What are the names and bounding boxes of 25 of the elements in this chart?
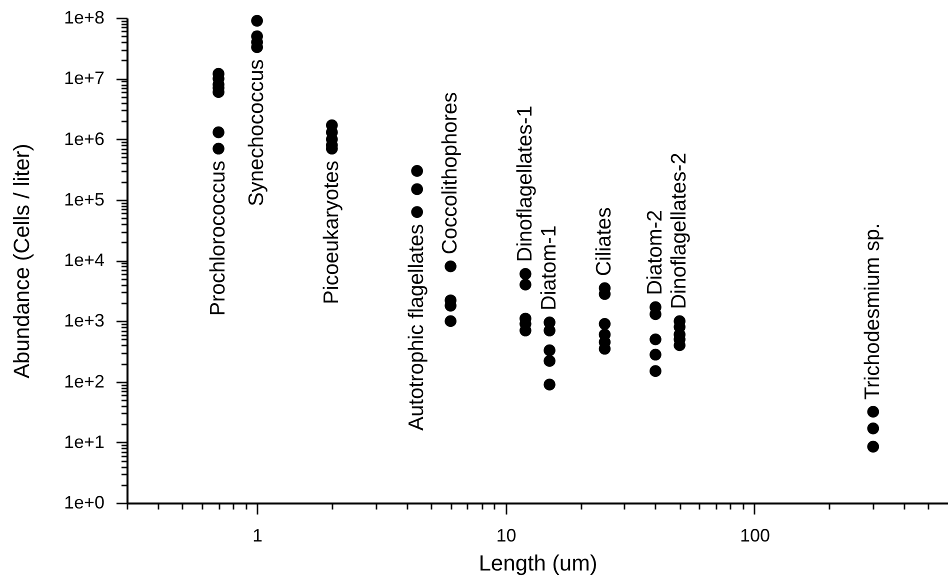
y-tick-label: 1e+0 [64, 492, 104, 512]
y-tick-label: 1e+1 [64, 432, 104, 452]
annotation: Diatom-2 [643, 210, 666, 296]
x-tick-label: 1 [252, 526, 263, 546]
y-tick-label: 1e+7 [64, 68, 104, 88]
annotation: Prochlorococcus [206, 160, 230, 316]
y-tick-label: 1e+2 [64, 371, 104, 392]
y-tick-label: 1e+5 [64, 189, 104, 210]
y-axis-title: Abundance (Cells / liter) [8, 144, 34, 378]
y-tick-label: 1e+4 [64, 250, 104, 270]
x-tick-label: 10 [496, 526, 516, 546]
annotation: Synechococcus [245, 59, 268, 206]
annotation: Dinoflagellates-1 [513, 106, 536, 262]
annotation: Trichodesmium sp. [861, 223, 884, 400]
annotation: Dinoflagellates-2 [668, 152, 691, 310]
y-tick-label: 1e+6 [64, 128, 104, 149]
annotation: Picoeukaryotes [320, 160, 343, 304]
y-tick-label: 1e+3 [64, 310, 104, 331]
x-tick-label: 100 [740, 526, 770, 546]
annotation: Ciliates [592, 207, 616, 276]
annotation: Diatom-1 [538, 225, 561, 310]
annotation: Coccolithophores [438, 92, 462, 254]
annotation: Autotrophic flagellates [405, 224, 428, 431]
y-tick-label: 1e+8 [64, 8, 104, 28]
x-axis-title: Length (um) [478, 550, 598, 576]
